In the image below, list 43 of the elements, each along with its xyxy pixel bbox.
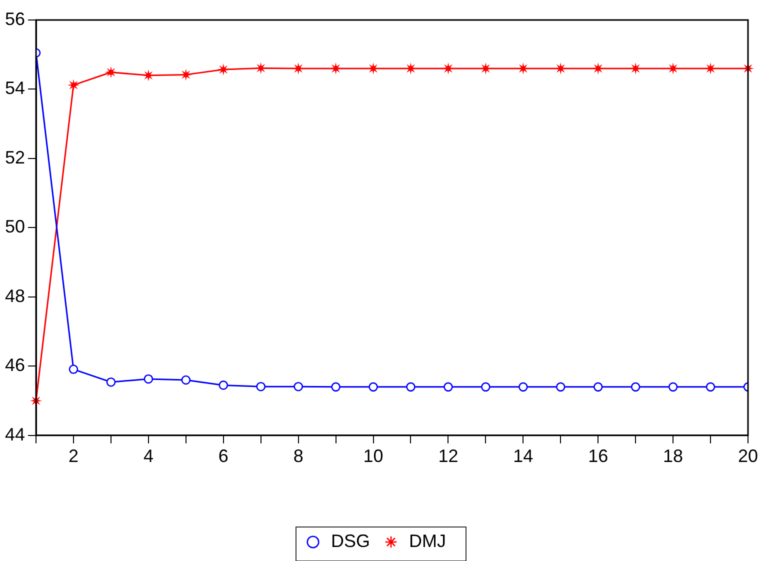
point [406, 382, 416, 392]
x-tick-label: 6 [218, 446, 228, 466]
x-tick-label: 2 [68, 446, 78, 466]
point [331, 382, 340, 392]
point [106, 377, 116, 387]
y-tick-label: 46 [4, 355, 26, 376]
point [481, 382, 490, 392]
point [368, 382, 378, 392]
y-tick-label: 54 [4, 78, 26, 98]
point [142, 69, 154, 82]
x-tick-label: 20 [738, 446, 758, 466]
x-tick-label: 4 [143, 446, 154, 466]
x-tick-label: 8 [293, 446, 304, 466]
point [668, 382, 678, 392]
point [181, 375, 191, 385]
point [256, 382, 266, 392]
point [218, 380, 228, 390]
point [217, 64, 230, 76]
y-tick-label: 56 [4, 8, 26, 29]
point [254, 62, 267, 74]
y-tick-label: 48 [4, 286, 26, 306]
point [556, 382, 566, 392]
point [68, 364, 78, 374]
point [294, 382, 303, 392]
x-tick-label: 16 [588, 446, 608, 466]
x-tick-label: 18 [663, 446, 684, 466]
legend-label: DMJ [409, 530, 446, 551]
x-tick-label: 14 [513, 446, 534, 466]
point [144, 374, 154, 384]
x-tick-label: 10 [363, 446, 384, 466]
point [67, 79, 80, 92]
point [180, 68, 192, 81]
point [444, 382, 453, 392]
y-tick-label: 44 [4, 424, 26, 444]
x-tick-label: 12 [438, 446, 458, 466]
legend-label: DSG [331, 530, 370, 551]
point [104, 66, 117, 78]
y-tick-label: 52 [4, 147, 26, 168]
point [518, 382, 528, 392]
y-tick-label: 50 [4, 216, 26, 237]
point [706, 382, 716, 392]
point [630, 382, 640, 392]
point [593, 382, 603, 392]
